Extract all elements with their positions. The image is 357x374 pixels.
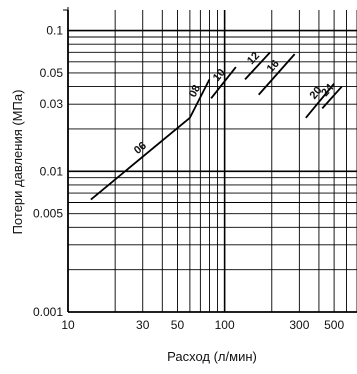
series-line-16 — [258, 53, 296, 96]
x-axis-title: Расход (л/мин) — [167, 349, 257, 364]
y-axis-title: Потери давления (МПа) — [10, 90, 25, 235]
y-tick-label: 0.005 — [33, 207, 63, 221]
x-tick-label: 50 — [171, 318, 185, 332]
y-tick-labels: 0.001 0.005 0.01 0.03 0.05 0.1 — [33, 24, 63, 319]
series-label-08: 08 — [187, 83, 203, 99]
x-tick-labels: 10 30 50 100 300 500 — [61, 318, 344, 332]
series-line-10 — [210, 66, 237, 99]
grid-minor — [68, 10, 357, 312]
y-tick-label: 0.01 — [40, 164, 64, 178]
x-tick-label: 30 — [136, 318, 150, 332]
series-line-08 — [189, 78, 211, 119]
y-tick-label: 0.03 — [40, 97, 64, 111]
x-tick-label: 100 — [215, 318, 235, 332]
x-tick-label: 300 — [289, 318, 309, 332]
y-tick-label: 0.1 — [46, 24, 63, 38]
series-line-06 — [90, 117, 191, 201]
series-line-12 — [244, 51, 271, 80]
series-line-24 — [321, 85, 343, 109]
series-label-10: 10 — [211, 67, 228, 84]
y-tick-label: 0.001 — [33, 305, 63, 319]
series-line-20 — [305, 83, 335, 119]
x-tick-label: 10 — [61, 318, 75, 332]
series-layer — [90, 51, 343, 201]
y-tick-label: 0.05 — [40, 66, 64, 80]
x-tick-label: 500 — [324, 318, 344, 332]
plot-area — [68, 10, 357, 312]
